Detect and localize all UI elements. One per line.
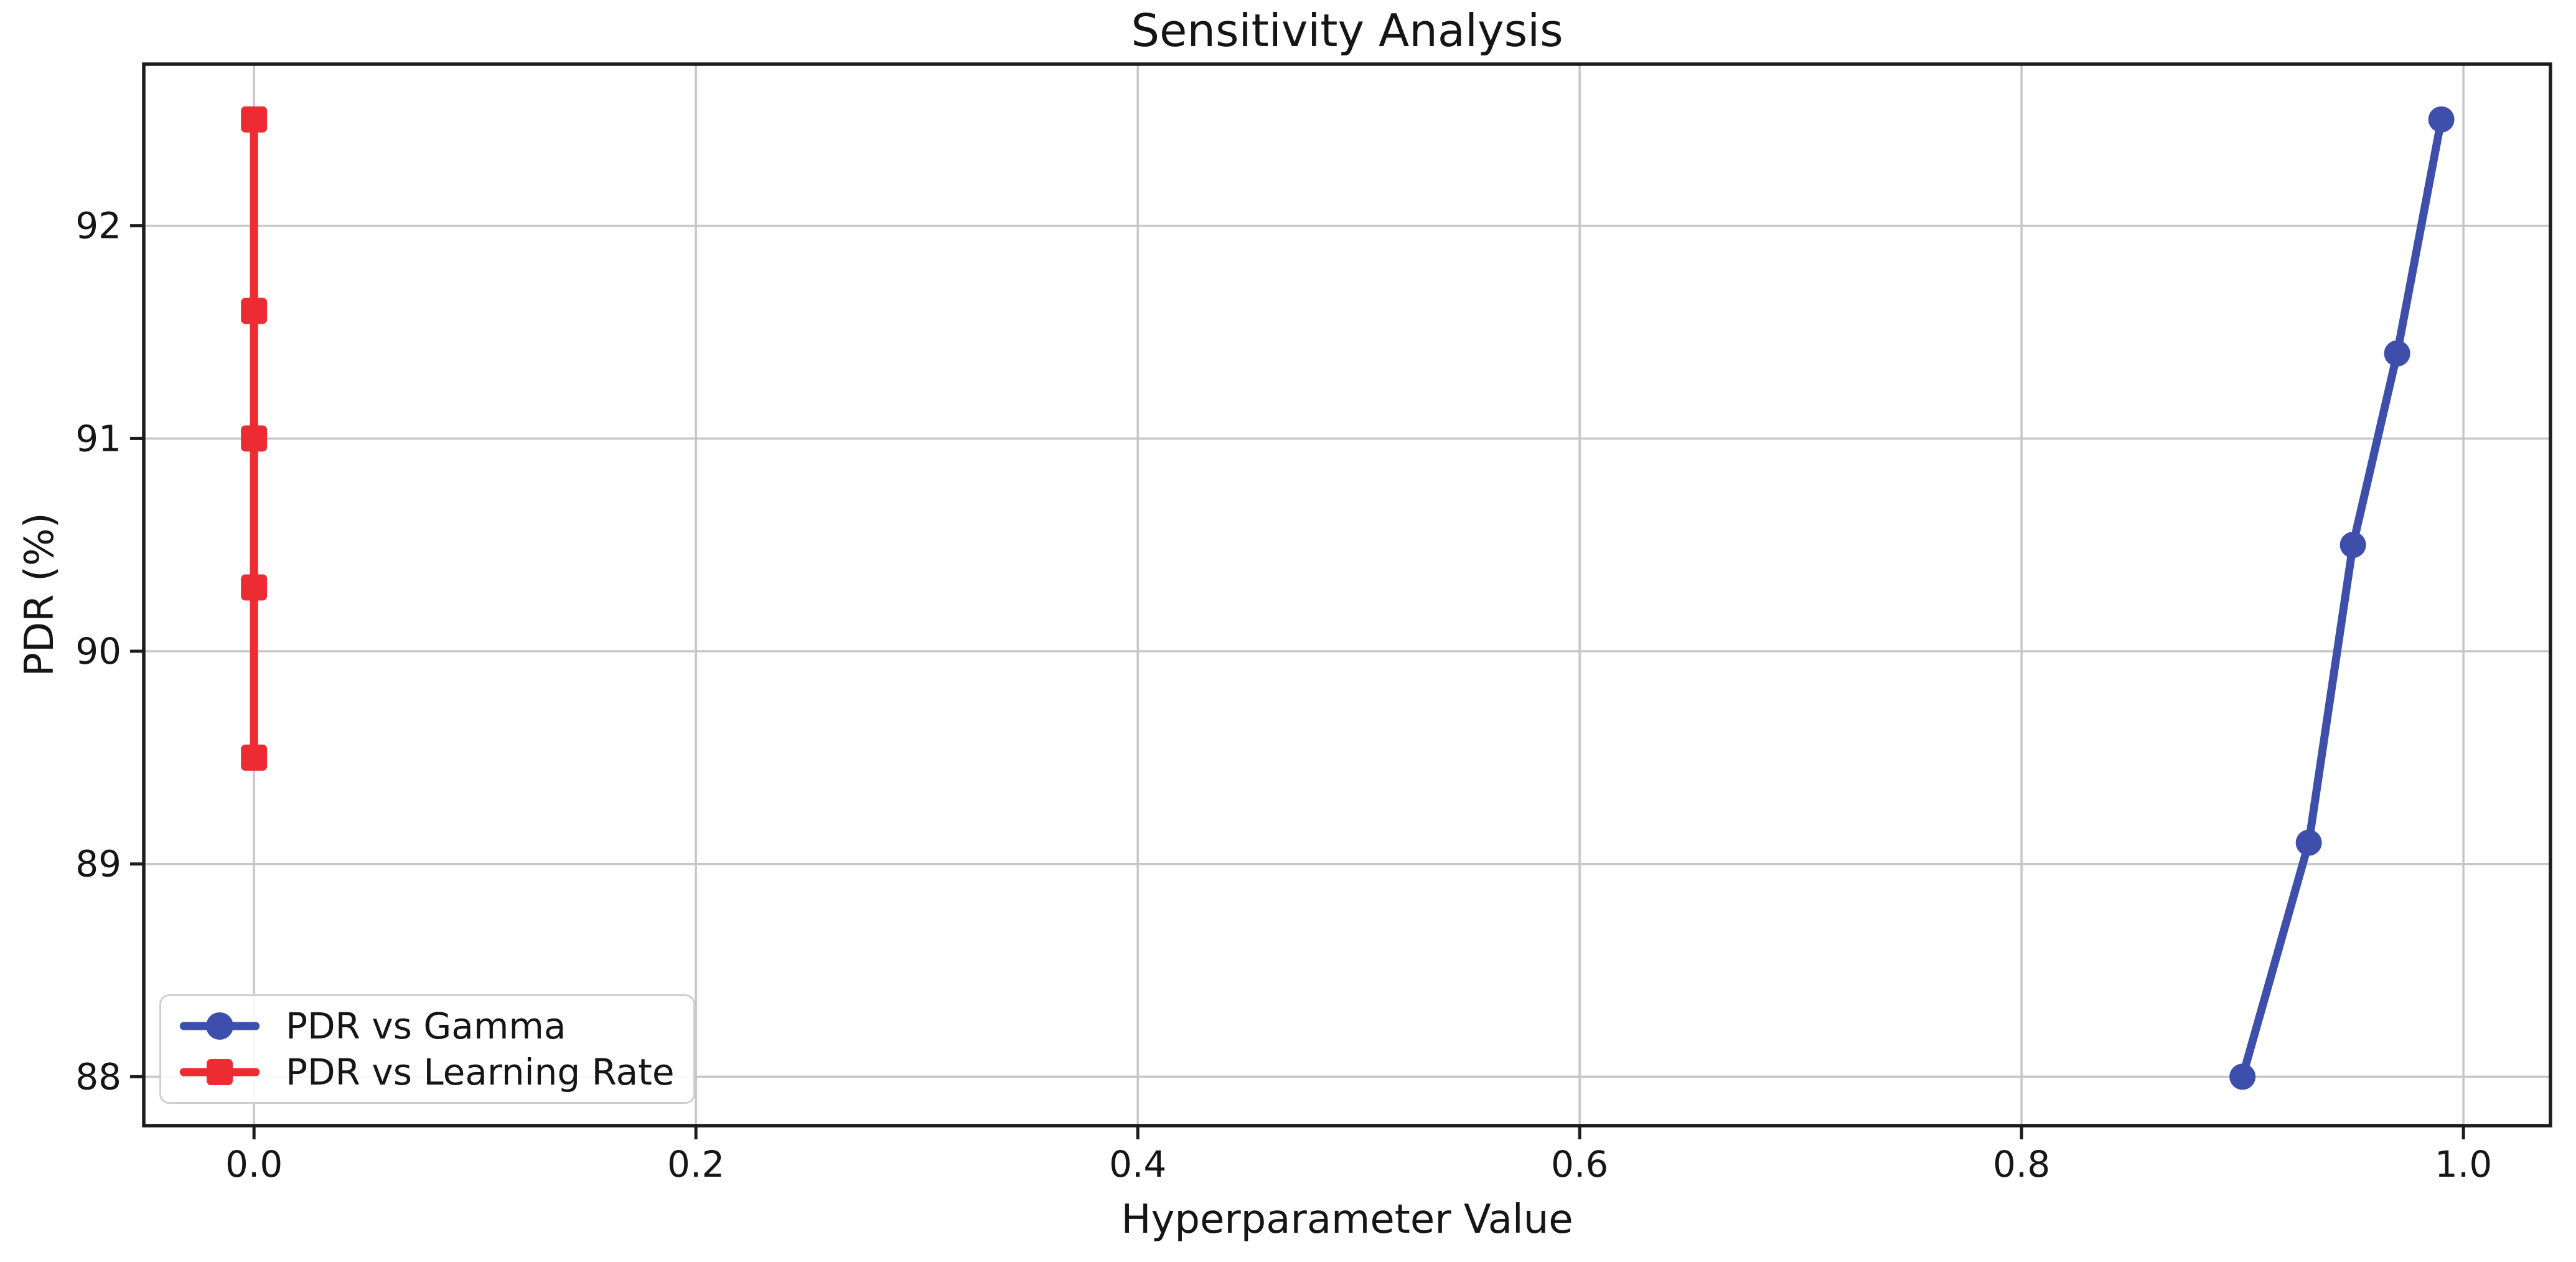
y-axis-label: PDR (%) (17, 512, 63, 677)
legend-label-learning-rate: PDR vs Learning Rate (286, 1051, 675, 1093)
data-point-marker (2339, 532, 2366, 558)
data-point-marker (241, 744, 268, 771)
data-point-marker (241, 106, 268, 133)
y-tick-label: 90 (75, 630, 121, 672)
x-tick-label: 1.0 (2435, 1143, 2492, 1185)
legend-entry-gamma: PDR vs Gamma (180, 1006, 675, 1046)
legend: PDR vs Gamma PDR vs Learning Rate (159, 994, 695, 1104)
y-tick-label: 91 (75, 417, 121, 459)
data-point-marker (2384, 340, 2410, 367)
y-tick-label: 89 (75, 843, 121, 885)
legend-circle-marker-icon (206, 1012, 233, 1040)
x-axis-label: Hyperparameter Value (1121, 1197, 1573, 1243)
x-tick-label: 0.6 (1551, 1143, 1608, 1185)
legend-entry-learning-rate: PDR vs Learning Rate (180, 1052, 675, 1092)
x-tick-label: 0.2 (667, 1143, 724, 1185)
data-point-marker (241, 574, 268, 601)
series-line (2238, 115, 2446, 1081)
x-tick-label: 0.0 (225, 1143, 283, 1185)
legend-swatch-gamma (180, 1010, 260, 1042)
data-point-marker (241, 298, 268, 324)
legend-swatch-learning-rate (180, 1057, 260, 1088)
legend-label-gamma: PDR vs Gamma (286, 1005, 566, 1047)
data-point-marker (241, 425, 268, 452)
data-point-marker (2295, 829, 2322, 856)
y-tick-label: 88 (75, 1055, 121, 1098)
legend-square-marker-icon (207, 1059, 233, 1085)
x-tick-label: 0.8 (1993, 1143, 2050, 1185)
y-tick-label: 92 (75, 205, 121, 247)
data-point-marker (2229, 1063, 2256, 1090)
chart-title: Sensitivity Analysis (1131, 4, 1563, 57)
data-point-marker (2428, 106, 2455, 133)
x-tick-label: 0.4 (1109, 1143, 1166, 1185)
axes-spines (142, 62, 2552, 1128)
